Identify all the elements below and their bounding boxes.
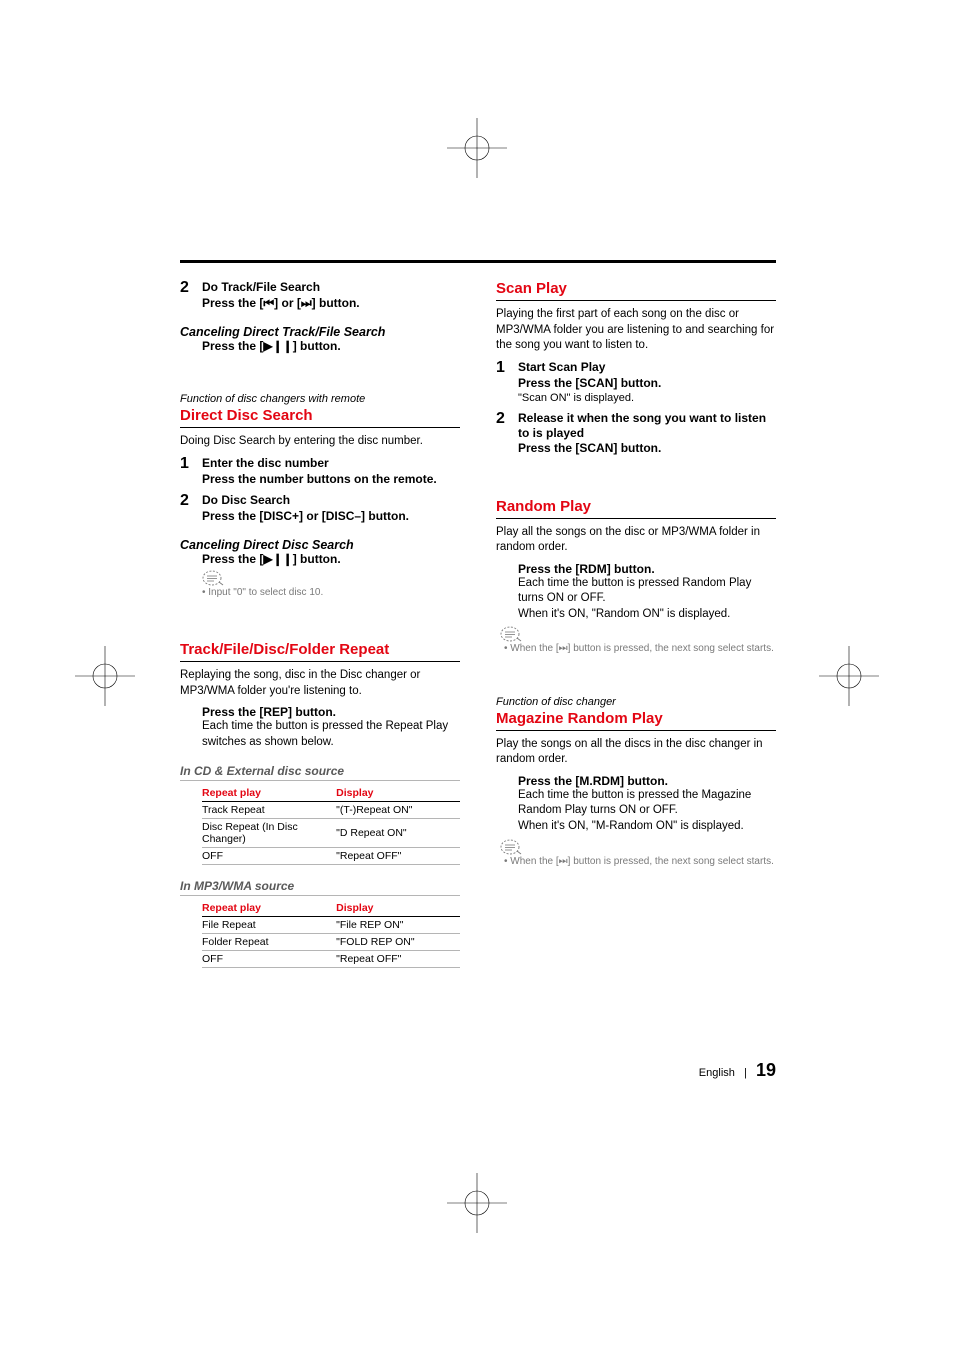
function-label: Function of disc changer: [496, 696, 776, 708]
step-number: 1: [180, 456, 194, 472]
step-2-track-file-search: 2 Do Track/File Search: [180, 280, 460, 296]
note-icon: [500, 626, 776, 642]
press-body: Each time the button is pressed the Maga…: [518, 788, 776, 819]
step-title: Release it when the song you want to lis…: [518, 411, 776, 441]
repeat-table-mp3: Repeat play Display File Repeat"File REP…: [202, 900, 460, 968]
note-icon: [500, 839, 776, 855]
step-title: Start Scan Play: [518, 360, 605, 375]
function-label: Function of disc changers with remote: [180, 393, 460, 405]
press-line: Press the [M.RDM] button.: [518, 774, 776, 788]
skip-forward-icon: ⏭: [301, 296, 312, 310]
table-row: OFF"Repeat OFF": [202, 951, 460, 968]
play-pause-icon: ▶❙❙: [263, 339, 292, 353]
table-row: Disc Repeat (In Disc Changer)"D Repeat O…: [202, 819, 460, 848]
section-intro: Playing the first part of each song on t…: [496, 307, 776, 354]
table-row: File Repeat"File REP ON": [202, 917, 460, 934]
section-rule: [180, 661, 460, 662]
skip-forward-icon: ⏭: [559, 643, 568, 654]
crop-mark-top: [447, 118, 507, 178]
step-note: "Scan ON" is displayed.: [518, 391, 776, 405]
table-row: Folder Repeat"FOLD REP ON": [202, 934, 460, 951]
section-heading-mag-random: Magazine Random Play: [496, 710, 776, 727]
cancel-heading: Canceling Direct Disc Search: [180, 538, 460, 552]
section-heading-scan: Scan Play: [496, 280, 776, 297]
crop-mark-left: [75, 646, 135, 706]
cancel-body: Press the [▶❙❙] button.: [202, 339, 460, 353]
step-body: Press the [SCAN] button.: [518, 376, 776, 391]
repeat-table-cd: Repeat play Display Track Repeat"(T-)Rep…: [202, 785, 460, 865]
play-pause-icon: ▶❙❙: [263, 552, 292, 566]
step-2-release-scan: 2 Release it when the song you want to l…: [496, 411, 776, 441]
section-rule: [496, 518, 776, 519]
step-2-do-disc-search: 2 Do Disc Search: [180, 493, 460, 509]
step-number: 1: [496, 360, 510, 376]
section-intro: Doing Disc Search by entering the disc n…: [180, 434, 460, 450]
step-1-start-scan: 1 Start Scan Play: [496, 360, 776, 376]
press-line: Press the [RDM] button.: [518, 562, 776, 576]
note-icon: [202, 570, 460, 586]
step-body: Press the [DISC+] or [DISC–] button.: [202, 509, 460, 524]
crop-mark-right: [819, 646, 879, 706]
skip-back-icon: ⏮: [263, 296, 274, 310]
section-intro: Play all the songs on the disc or MP3/WM…: [496, 525, 776, 556]
section-intro: Replaying the song, disc in the Disc cha…: [180, 668, 460, 699]
section-rule: [496, 300, 776, 301]
step-title: Do Disc Search: [202, 493, 290, 508]
step-1-enter-disc: 1 Enter the disc number: [180, 456, 460, 472]
cancel-body: Press the [▶❙❙] button.: [202, 552, 460, 566]
section-heading-direct-disc: Direct Disc Search: [180, 407, 460, 424]
table-header: Display: [336, 785, 460, 802]
table-caption: In MP3/WMA source: [180, 879, 460, 896]
step-body: Press the [⏮] or [⏭] button.: [202, 296, 460, 311]
press-body: Each time the button is pressed the Repe…: [202, 719, 460, 750]
left-column: 2 Do Track/File Search Press the [⏮] or …: [180, 280, 460, 968]
page-number: English | 19: [699, 1060, 776, 1081]
table-header: Repeat play: [202, 785, 336, 802]
step-number: 2: [496, 411, 510, 427]
section-heading-repeat: Track/File/Disc/Folder Repeat: [180, 641, 460, 658]
press-body: When it's ON, "M-Random ON" is displayed…: [518, 819, 776, 835]
cancel-heading: Canceling Direct Track/File Search: [180, 325, 460, 339]
table-row: OFF"Repeat OFF": [202, 848, 460, 865]
section-intro: Play the songs on all the discs in the d…: [496, 737, 776, 768]
press-body: Each time the button is pressed Random P…: [518, 576, 776, 607]
note-text: • When the [⏭] button is pressed, the ne…: [504, 855, 776, 869]
table-caption: In CD & External disc source: [180, 764, 460, 781]
section-rule: [496, 730, 776, 731]
press-line: Press the [REP] button.: [202, 705, 460, 719]
note-text: • When the [⏭] button is pressed, the ne…: [504, 642, 776, 656]
skip-forward-icon: ⏭: [559, 856, 568, 867]
page-content: 2 Do Track/File Search Press the [⏮] or …: [180, 280, 776, 968]
step-title: Do Track/File Search: [202, 280, 320, 295]
step-number: 2: [180, 280, 194, 296]
step-body: Press the [SCAN] button.: [518, 441, 776, 456]
crop-mark-bottom: [447, 1173, 507, 1233]
section-heading-random: Random Play: [496, 498, 776, 515]
press-body: When it's ON, "Random ON" is displayed.: [518, 607, 776, 623]
step-title: Enter the disc number: [202, 456, 329, 471]
page-top-rule: [180, 260, 776, 263]
step-body: Press the number buttons on the remote.: [202, 472, 460, 487]
table-row: Track Repeat"(T-)Repeat ON": [202, 802, 460, 819]
section-rule: [180, 427, 460, 428]
note-text: • Input "0" to select disc 10.: [202, 586, 460, 600]
table-header: Repeat play: [202, 900, 336, 917]
table-header: Display: [336, 900, 460, 917]
right-column: Scan Play Playing the first part of each…: [496, 280, 776, 968]
step-number: 2: [180, 493, 194, 509]
